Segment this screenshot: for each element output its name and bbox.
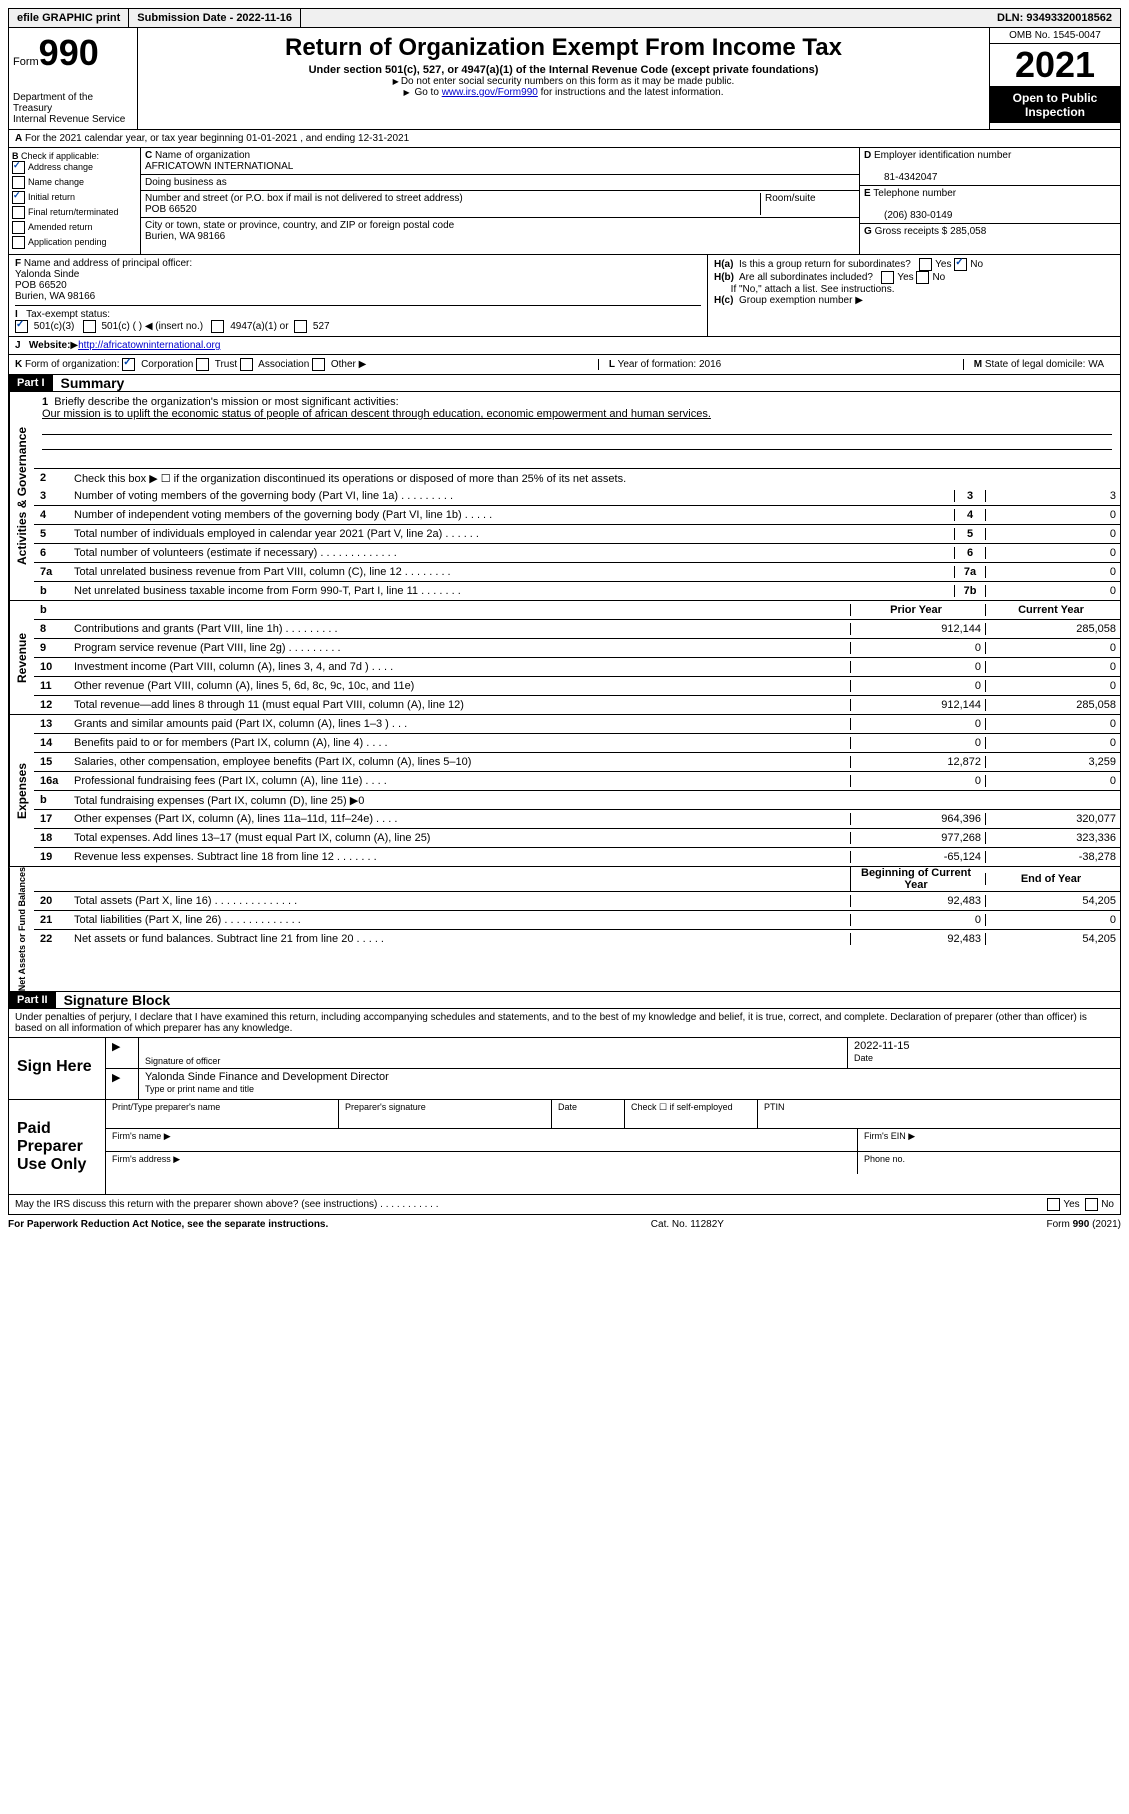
form-title: Return of Organization Exempt From Incom…	[142, 34, 985, 62]
perjury-declaration: Under penalties of perjury, I declare th…	[8, 1009, 1121, 1038]
tax-year: 2021	[990, 44, 1120, 87]
public-inspection: Open to Public Inspection	[990, 87, 1120, 123]
cb-corporation[interactable]	[122, 358, 135, 371]
dba-label: Doing business as	[141, 175, 859, 191]
org-address: POB 66520	[145, 204, 197, 215]
officer-group-row: F Name and address of principal officer:…	[8, 255, 1121, 337]
sig-date: 2022-11-15	[854, 1040, 909, 1052]
cb-501c[interactable]	[83, 320, 96, 333]
efile-label: efile GRAPHIC print	[9, 9, 129, 27]
top-bar: efile GRAPHIC print Submission Date - 20…	[8, 8, 1121, 28]
state-domicile: WA	[1088, 359, 1104, 370]
paid-preparer-section: Paid Preparer Use Only Print/Type prepar…	[8, 1100, 1121, 1195]
mission-label: Briefly describe the organization's miss…	[54, 396, 398, 408]
expenses-section: Expenses 13Grants and similar amounts pa…	[8, 715, 1121, 867]
cb-initial-return[interactable]: Initial return	[12, 191, 137, 204]
omb-number: OMB No. 1545-0047	[990, 28, 1120, 44]
revenue-section: Revenue b Prior Year Current Year 8Contr…	[8, 601, 1121, 715]
part1-header: Part I Summary	[8, 375, 1121, 392]
telephone: (206) 830-0149	[884, 210, 952, 221]
form-header: Form990 Department of the Treasury Inter…	[8, 28, 1121, 130]
website-row: J Website: ▶ http://africatowninternatio…	[8, 337, 1121, 355]
ein: 81-4342047	[884, 172, 937, 183]
irs-label: Internal Revenue Service	[13, 114, 133, 125]
cb-527[interactable]	[294, 320, 307, 333]
officer-name: Yalonda Sinde	[15, 269, 79, 280]
page-footer: For Paperwork Reduction Act Notice, see …	[8, 1215, 1121, 1230]
year-formation: 2016	[699, 359, 721, 370]
submission-date: Submission Date - 2022-11-16	[129, 9, 301, 27]
entity-info: B Check if applicable: Address change Na…	[8, 148, 1121, 255]
instr-goto: Go to www.irs.gov/Form990 for instructio…	[142, 87, 985, 98]
sign-here-section: Sign Here ▶ Signature of officer 2022-11…	[8, 1038, 1121, 1100]
org-city: Burien, WA 98166	[145, 231, 225, 242]
discuss-row: May the IRS discuss this return with the…	[8, 1195, 1121, 1215]
dept-treasury: Department of the Treasury	[13, 92, 133, 114]
form-subtitle: Under section 501(c), 527, or 4947(a)(1)…	[142, 64, 985, 76]
line-a: A For the 2021 calendar year, or tax yea…	[8, 130, 1121, 148]
room-suite: Room/suite	[760, 193, 855, 215]
net-assets-section: Net Assets or Fund Balances Beginning of…	[8, 867, 1121, 992]
org-name: AFRICATOWN INTERNATIONAL	[145, 161, 293, 172]
gross-receipts: 285,058	[950, 226, 986, 237]
cb-final-return[interactable]: Final return/terminated	[12, 206, 137, 219]
box-b-label: Check if applicable:	[21, 151, 99, 161]
cb-name-change[interactable]: Name change	[12, 176, 137, 189]
cat-no: Cat. No. 11282Y	[651, 1219, 724, 1230]
website-link[interactable]: http://africatowninternational.org	[78, 340, 220, 351]
form-number: Form990	[13, 32, 133, 74]
cb-501c3[interactable]	[15, 320, 28, 333]
cb-4947[interactable]	[211, 320, 224, 333]
officer-name-title: Yalonda Sinde Finance and Development Di…	[145, 1071, 389, 1083]
part2-header: Part II Signature Block	[8, 992, 1121, 1009]
cb-amended[interactable]: Amended return	[12, 221, 137, 234]
irs-link[interactable]: www.irs.gov/Form990	[442, 87, 538, 98]
mission-text: Our mission is to uplift the economic st…	[42, 408, 711, 420]
governance-section: Activities & Governance 1 Briefly descri…	[8, 392, 1121, 601]
instr-ssn: Do not enter social security numbers on …	[142, 76, 985, 87]
cb-app-pending[interactable]: Application pending	[12, 236, 137, 249]
dln: DLN: 93493320018562	[989, 9, 1120, 27]
cb-address-change[interactable]: Address change	[12, 161, 137, 174]
form-org-row: K Form of organization: Corporation Trus…	[8, 355, 1121, 375]
